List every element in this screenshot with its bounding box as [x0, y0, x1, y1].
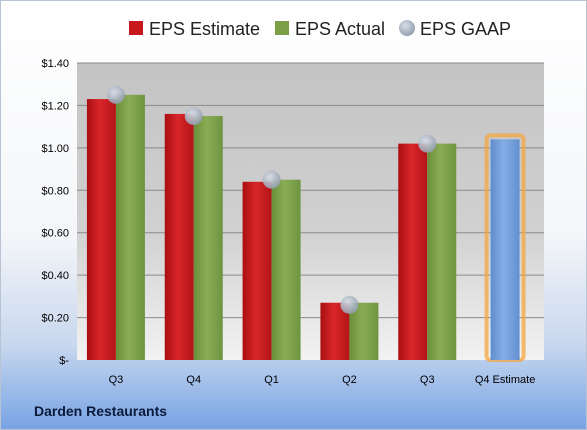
legend-swatch-gaap	[399, 20, 415, 36]
x-tick-label: Q3	[109, 374, 124, 386]
y-tick-label: $1.40	[41, 58, 69, 70]
bar-eps-estimate	[86, 99, 116, 361]
y-tick-label: $1.20	[41, 100, 69, 112]
bar-eps-estimate	[164, 113, 194, 361]
bar-eps-actual	[271, 179, 301, 360]
y-tick-label: $0.20	[41, 313, 69, 325]
legend-label: EPS Estimate	[149, 19, 260, 39]
legend-label: EPS Actual	[295, 19, 385, 39]
y-axis: $- $0.20 $0.40 $0.60 $0.80 $1.00 $1.20 $1.40	[41, 58, 69, 367]
marker-eps-gaap	[184, 107, 203, 126]
bar-eps-forecast	[490, 139, 520, 360]
bar-eps-estimate	[398, 143, 428, 360]
marker-eps-gaap	[262, 170, 281, 189]
marker-eps-gaap	[340, 295, 359, 314]
bar-eps-actual	[193, 116, 223, 361]
bar-eps-actual	[427, 143, 457, 360]
x-tick-label: Q2	[342, 374, 357, 386]
plot-area	[77, 63, 544, 360]
y-tick-label: $0.80	[41, 185, 69, 197]
legend: EPS Estimate EPS Actual EPS GAAP	[129, 19, 511, 39]
bar-eps-estimate	[242, 181, 272, 360]
grid-lines	[77, 62, 544, 319]
bar-eps-actual	[115, 94, 145, 361]
marker-eps-gaap	[106, 85, 125, 104]
legend-swatch	[275, 21, 289, 35]
company-name: Darden Restaurants	[34, 403, 168, 419]
legend-label: EPS GAAP	[420, 19, 511, 39]
x-tick-label: Q3	[420, 374, 435, 386]
y-tick-label: $0.40	[41, 270, 69, 282]
bars	[86, 94, 526, 362]
x-tick-label: Q4	[186, 374, 201, 386]
marker-eps-gaap	[418, 134, 437, 153]
y-tick-label: $-	[59, 355, 69, 367]
y-tick-label: $1.00	[41, 143, 69, 155]
x-tick-label: Q1	[264, 374, 279, 386]
y-tick-label: $0.60	[41, 228, 69, 240]
legend-swatch	[129, 21, 143, 35]
gaap-markers	[106, 85, 437, 314]
x-tick-label: Q4 Estimate	[475, 374, 536, 386]
x-axis: Q3 Q4 Q1 Q2 Q3 Q4 Estimate	[109, 374, 536, 386]
